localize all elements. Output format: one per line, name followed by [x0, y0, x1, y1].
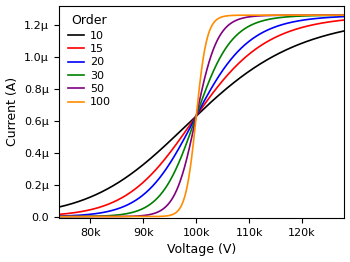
30 — [171, 173, 175, 177]
X-axis label: Voltage (V): Voltage (V) — [167, 243, 236, 256]
10 — [347, 28, 350, 31]
10 — [91, 195, 95, 198]
Line: 30: 30 — [37, 15, 350, 217]
20 — [313, 17, 317, 20]
20 — [347, 15, 350, 18]
Legend: 10, 15, 20, 30, 50, 100: 10, 15, 20, 30, 50, 100 — [64, 11, 114, 111]
30 — [157, 194, 161, 198]
10 — [35, 209, 40, 212]
15 — [91, 208, 95, 211]
30 — [313, 14, 317, 17]
15 — [35, 214, 40, 217]
10 — [72, 201, 76, 205]
50 — [157, 210, 161, 213]
20 — [157, 177, 161, 180]
100 — [347, 14, 350, 17]
100 — [91, 215, 95, 218]
30 — [91, 215, 95, 218]
30 — [72, 215, 76, 218]
20 — [72, 214, 76, 217]
20 — [171, 157, 175, 160]
Line: 20: 20 — [37, 16, 350, 216]
50 — [313, 14, 317, 17]
Line: 15: 15 — [37, 19, 350, 216]
15 — [72, 211, 76, 214]
100 — [72, 215, 76, 218]
10 — [313, 37, 317, 40]
100 — [171, 213, 175, 216]
50 — [72, 215, 76, 218]
Line: 100: 100 — [37, 15, 350, 217]
100 — [157, 215, 161, 218]
100 — [313, 14, 317, 17]
Y-axis label: Current (A): Current (A) — [6, 77, 19, 146]
10 — [157, 149, 161, 152]
15 — [157, 164, 161, 167]
50 — [171, 196, 175, 199]
50 — [91, 215, 95, 218]
Line: 50: 50 — [37, 15, 350, 217]
20 — [35, 215, 40, 218]
15 — [313, 23, 317, 26]
50 — [347, 14, 350, 17]
30 — [347, 14, 350, 17]
20 — [91, 212, 95, 216]
100 — [35, 215, 40, 218]
10 — [171, 137, 175, 140]
50 — [35, 215, 40, 218]
Line: 10: 10 — [37, 29, 350, 211]
15 — [171, 147, 175, 150]
30 — [35, 215, 40, 218]
15 — [347, 18, 350, 21]
